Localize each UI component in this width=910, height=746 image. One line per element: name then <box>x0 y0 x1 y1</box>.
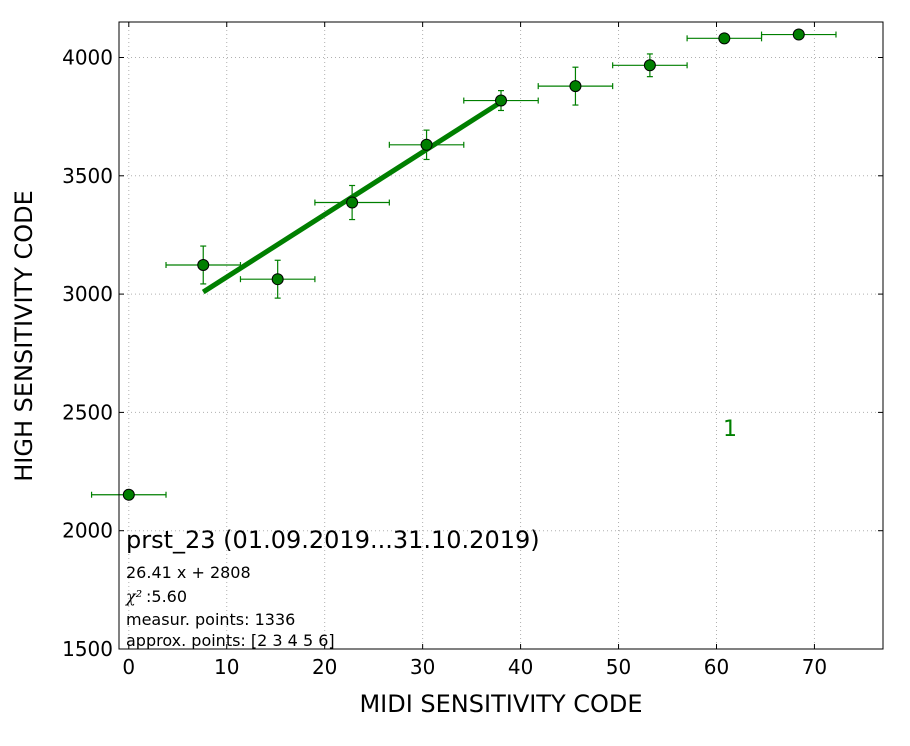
grid <box>119 22 883 650</box>
annotation-measur-points: measur. points: 1336 <box>126 610 295 629</box>
data-point <box>122 488 135 501</box>
annotation-chi-value: :5.60 <box>146 587 187 606</box>
x-tick-label: 20 <box>312 655 337 679</box>
data-point <box>792 28 805 41</box>
x-tick-label: 50 <box>606 655 631 679</box>
data-point <box>643 59 656 72</box>
y-axis-title: HIGH SENSITIVITY CODE <box>10 190 38 482</box>
x-tick-labels: 0 10 20 30 40 50 60 70 <box>122 655 827 679</box>
annotation-title: prst_23 (01.09.2019...31.10.2019) <box>126 526 540 554</box>
annotation-equation: 26.41 x + 2808 <box>126 563 251 582</box>
data-point <box>569 80 582 93</box>
y-tick-label: 2000 <box>62 519 113 543</box>
points <box>122 28 805 501</box>
data-point <box>197 258 210 271</box>
x-tick-label: 10 <box>214 655 239 679</box>
x-tick-label: 0 <box>122 655 135 679</box>
y-tick-label: 4000 <box>62 45 113 69</box>
errorbars <box>90 31 837 498</box>
y-tick-label: 1500 <box>62 637 113 661</box>
y-tick-label: 3000 <box>62 282 113 306</box>
ticks <box>119 22 883 650</box>
data-point <box>495 94 507 107</box>
y-tick-label: 2500 <box>62 400 113 424</box>
plot-background <box>119 22 883 649</box>
x-axis-title: MIDI SENSITIVITY CODE <box>359 690 642 718</box>
data-point <box>271 273 284 286</box>
y-tick-label: 3500 <box>62 164 113 188</box>
annotation-chi-symbol: χ² <box>125 587 142 606</box>
x-tick-label: 70 <box>802 655 827 679</box>
data-point <box>718 32 731 45</box>
data-point <box>420 138 433 151</box>
plot-frame <box>118 21 884 650</box>
annotation-approx-points: approx. points: [2 3 4 5 6] <box>126 631 335 650</box>
x-tick-label: 40 <box>508 655 533 679</box>
x-tick-label: 30 <box>410 655 435 679</box>
y-tick-labels: 1500 2000 2500 3000 3500 4000 <box>62 45 113 661</box>
x-tick-label: 60 <box>704 655 729 679</box>
series-marker-label: 1 <box>723 417 737 442</box>
data-point <box>346 196 359 209</box>
